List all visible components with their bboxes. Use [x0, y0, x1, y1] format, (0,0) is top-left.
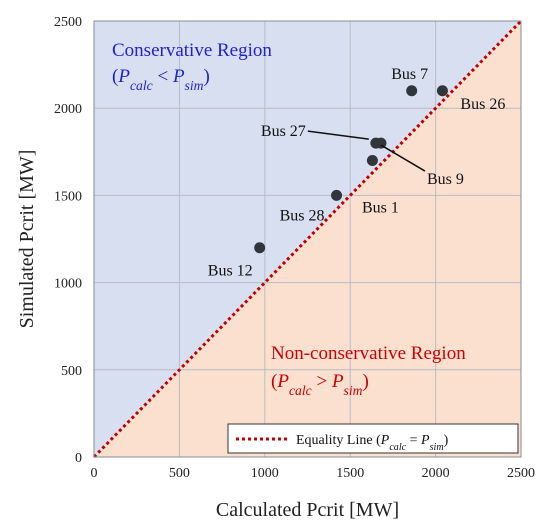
point-label: Bus 26 [460, 96, 505, 113]
y-tick-label: 1000 [54, 277, 82, 292]
leader-line [307, 130, 369, 140]
axis-layer: 00 500 500 1000 1000 1500 1500 2000 2000 2500 2500… [16, 15, 535, 521]
y-axis-title: Simulated Pcrit [MW] [16, 150, 38, 329]
data-point [436, 85, 448, 97]
y-tick-label: 0 [75, 451, 82, 466]
point-label: Bus 27 [261, 123, 306, 140]
y-tick-label: 500 [61, 364, 82, 379]
non-conservative-region-condition: (Pcalc > Psim) [271, 371, 369, 398]
x-axis-title: Calculated Pcrit [MW] [216, 499, 399, 521]
y-tick-label: 1500 [54, 189, 82, 204]
y-tick-label: 2000 [54, 102, 82, 117]
point-label: Bus 9 [427, 171, 464, 188]
conservative-region-condition: (Pcalc < Psim) [112, 66, 210, 93]
y-tick-label: 2500 [54, 15, 82, 30]
x-tick-label: 2500 [507, 466, 535, 481]
data-point [331, 189, 343, 201]
grid-layer [94, 21, 521, 457]
point-label: Bus 1 [362, 200, 399, 217]
plot-frame [93, 20, 522, 458]
data-point [254, 242, 266, 254]
data-point [366, 155, 378, 167]
data-point [406, 85, 418, 97]
leader-line [380, 144, 426, 172]
label-layer: Bus 7 Bus 26 Bus 27 Bus 9 Bus 1 Bus 28 Bus 12 [208, 66, 506, 280]
data-point [375, 137, 387, 149]
point-label: Bus 28 [280, 207, 325, 224]
legend-label: Equality Line (Pcalc = Psim) [296, 433, 449, 453]
legend-box [227, 423, 519, 454]
x-tick-label: 1500 [336, 466, 364, 481]
point-layer [254, 85, 448, 254]
legend: Equality Line (Pcalc = Psim) [227, 423, 519, 454]
conservative-region-title: Conservative Region [112, 40, 272, 61]
x-tick-label: 500 [169, 466, 190, 481]
x-tick-label: 1000 [251, 466, 279, 481]
x-tick-label: 2000 [422, 466, 450, 481]
non-conservative-region-title: Non-conservative Region [271, 343, 466, 364]
x-tick-label: 0 [91, 466, 98, 481]
point-label: Bus 7 [391, 66, 428, 83]
point-label: Bus 12 [208, 263, 253, 280]
annotation-layer: Conservative Region (Pcalc < Psim) Non-con… [112, 40, 519, 454]
